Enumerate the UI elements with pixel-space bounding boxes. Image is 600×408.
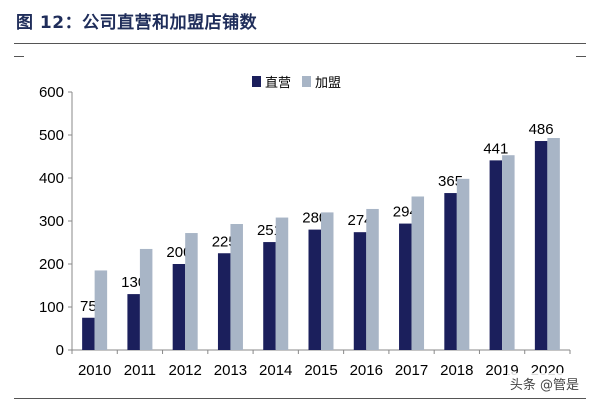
bar-franchise xyxy=(502,155,515,350)
bar-direct xyxy=(489,160,503,350)
data-label: 486 xyxy=(529,121,554,138)
bar-direct xyxy=(399,223,412,350)
y-tick-label: 0 xyxy=(56,342,64,359)
bar-franchise xyxy=(275,217,289,350)
data-label: 441 xyxy=(483,140,508,157)
bar-franchise xyxy=(94,270,108,350)
x-tick-label: 2012 xyxy=(168,362,201,379)
x-tick-label: 2010 xyxy=(78,362,111,379)
legend-swatch-franchise xyxy=(302,76,311,87)
bar-direct xyxy=(353,232,367,350)
bar-franchise xyxy=(321,212,334,350)
bar-direct xyxy=(82,317,95,350)
legend-swatch-direct xyxy=(252,76,261,87)
y-tick-label: 500 xyxy=(39,127,64,144)
bar-franchise xyxy=(185,233,198,350)
bar-direct xyxy=(308,229,321,350)
bar-franchise xyxy=(230,224,243,350)
bar-direct xyxy=(444,193,457,350)
y-tick-label: 100 xyxy=(39,299,64,316)
x-tick-label: 2016 xyxy=(350,362,383,379)
y-tick-label: 600 xyxy=(39,84,64,101)
y-tick-label: 200 xyxy=(39,256,64,273)
bar-franchise xyxy=(139,248,153,350)
legend-label-franchise: 加盟 xyxy=(315,76,341,91)
bar-direct xyxy=(263,242,276,350)
title-row: 图 12：公司直营和加盟店铺数 xyxy=(16,10,257,40)
watermark: 头条 @管是 xyxy=(506,373,582,394)
x-tick-label: 2014 xyxy=(259,362,292,379)
bottom-rule xyxy=(14,398,586,399)
data-label: 75 xyxy=(80,298,97,315)
y-tick-label: 400 xyxy=(39,170,64,187)
bar-direct xyxy=(172,264,186,350)
legend-label-direct: 直营 xyxy=(265,76,291,91)
bar-franchise xyxy=(366,208,379,350)
x-tick-label: 2018 xyxy=(440,362,473,379)
left-mark xyxy=(14,56,24,57)
figure-title: 图 12：公司直营和加盟店铺数 xyxy=(16,13,258,33)
bar-direct xyxy=(127,294,140,350)
y-tick-label: 300 xyxy=(39,213,64,230)
bar-direct xyxy=(217,253,231,350)
bar-direct xyxy=(534,141,548,350)
bar-franchise xyxy=(456,178,470,350)
bar-franchise xyxy=(547,138,560,350)
x-tick-label: 2013 xyxy=(214,362,247,379)
x-tick-label: 2017 xyxy=(395,362,428,379)
top-rule xyxy=(14,43,586,44)
x-tick-label: 2015 xyxy=(304,362,337,379)
bar-franchise xyxy=(411,196,425,350)
x-tick-label: 2011 xyxy=(124,362,156,379)
right-mark xyxy=(576,56,586,57)
